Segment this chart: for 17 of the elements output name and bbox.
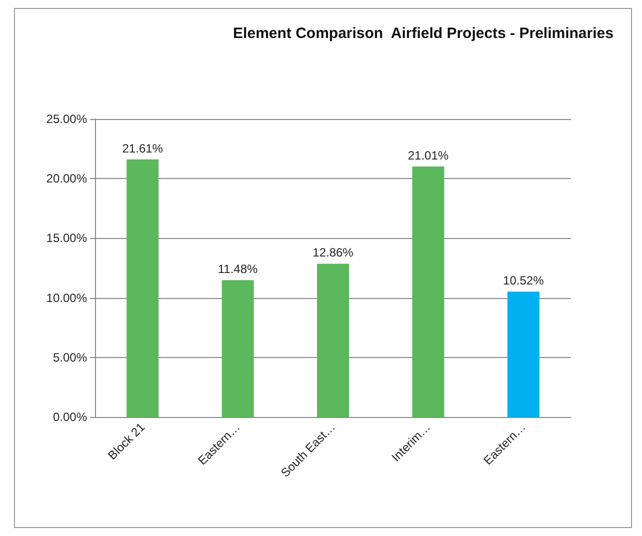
y-tick-label: 25.00% [46, 112, 88, 126]
data-label: 12.86% [312, 246, 354, 260]
bar [222, 280, 254, 417]
chart-title: Element Comparison Airfield Projects - Preliminaries [233, 25, 614, 42]
data-label: 11.48% [218, 262, 258, 276]
y-tick-label: 20.00% [46, 172, 88, 186]
y-tick-label: 5.00% [52, 350, 88, 364]
bar [412, 166, 444, 417]
data-label: 10.52% [503, 274, 544, 288]
data-label: 21.61% [122, 141, 164, 156]
bar [317, 264, 349, 417]
bar [507, 292, 540, 417]
bar [126, 159, 159, 417]
y-tick-label: 10.00% [46, 290, 88, 305]
y-tick-label: 15.00% [46, 231, 88, 246]
data-label: 21.01% [408, 148, 449, 163]
y-tick-label: 0.00% [52, 410, 88, 424]
